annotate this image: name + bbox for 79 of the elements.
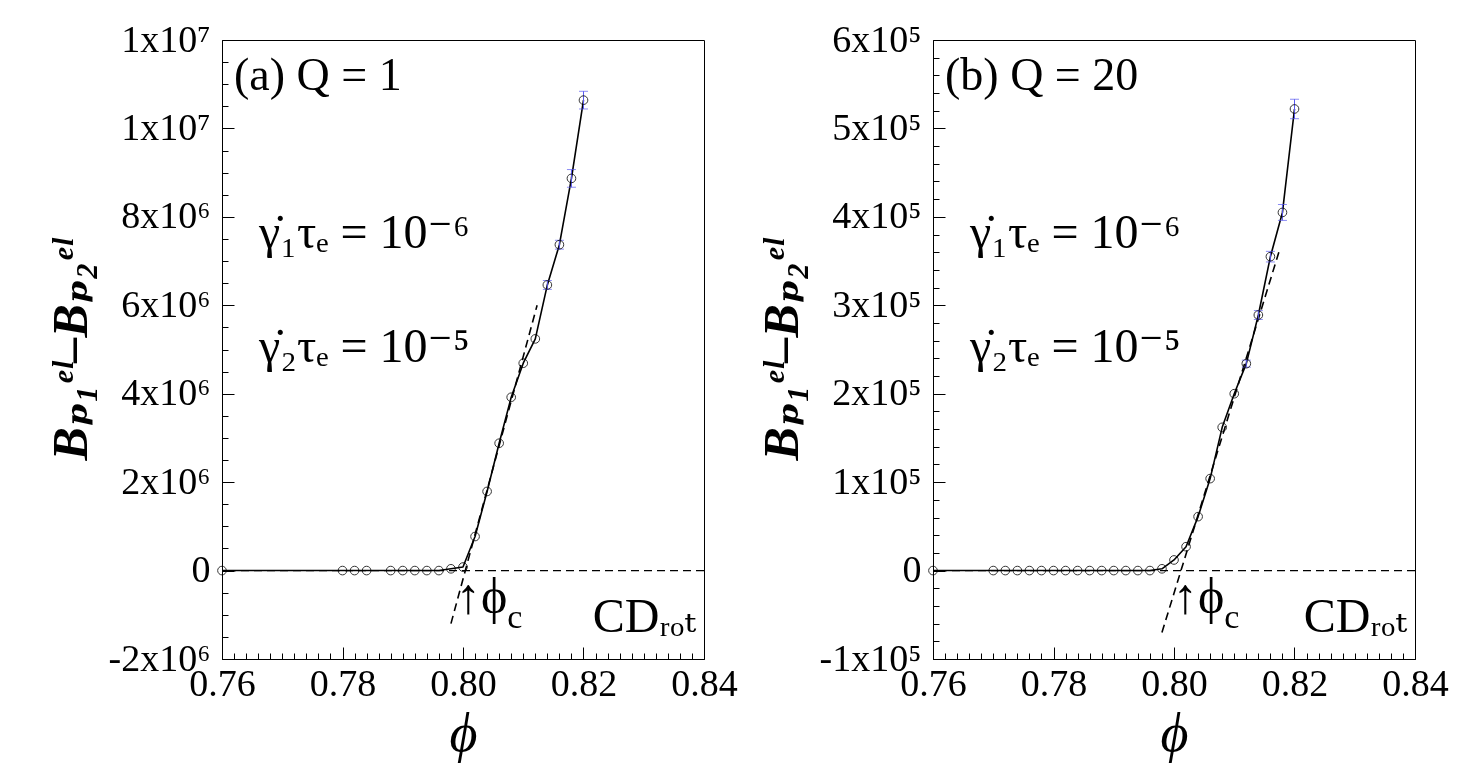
x-tick-label: 0.78 [1020,661,1088,704]
y-tick-label: 8x10⁶ [121,194,211,237]
point [1205,473,1215,484]
point [1048,565,1059,576]
point [458,562,468,572]
y-tick-label: 1x10⁷ [121,17,211,60]
annotation: γ̇₁τₑ = 10⁻⁶ [258,205,470,258]
point [337,565,348,576]
point [482,486,492,497]
y-tick-label: 0 [191,548,211,591]
y-tick-label: 4x10⁶ [121,371,211,414]
point [1072,565,1083,576]
x-tick-label: 0.84 [1382,661,1449,704]
point [506,392,517,403]
point [446,563,456,574]
point [470,531,480,542]
point [1133,565,1143,576]
point [349,565,360,576]
point [1120,565,1131,576]
annotation: CDᵣₒₜ [1303,589,1408,642]
y-tick-label: 2x10⁶ [121,459,211,502]
point [1169,555,1179,565]
chart-title: (a) Q = 1 [234,49,402,100]
point [409,565,420,576]
y-tick-label: 3x10⁵ [832,282,922,325]
annotation: γ̇₂τₑ = 10⁻⁵ [258,319,470,372]
point [1145,565,1155,576]
annotation: γ̇₂τₑ = 10⁻⁵ [969,319,1181,372]
y-axis-title: Bₚ₁ᵉˡ–Bₚ₂ᵉˡ [41,236,98,462]
point [518,358,529,369]
x-tick-label: 0.80 [1141,661,1208,704]
point [530,334,541,344]
point [434,565,444,576]
y-tick-label: 2x10⁵ [832,371,922,414]
point [397,565,408,576]
y-tick-label: 6x10⁵ [832,17,922,60]
annotation: CDᵣₒₜ [592,589,697,642]
y-axis-title: Bₚ₁ᵉˡ–Bₚ₂ᵉˡ [752,236,809,462]
point [1060,565,1071,576]
point [1217,422,1228,433]
point [1193,511,1203,522]
y-tick-label: 6x10⁶ [121,282,211,325]
x-tick-label: 0.82 [550,661,618,704]
x-tick-label: 0.84 [671,661,738,704]
annotation: ↑ϕ$_{c}$ [1173,567,1240,635]
annotation: ↑ϕ$_{c}$ [456,567,523,635]
point [988,565,999,576]
point [578,95,589,105]
point [1036,565,1047,576]
point [385,565,396,576]
point [1096,565,1107,576]
y-tick-label: 4x10⁵ [832,194,922,237]
x-axis-title: ϕ [449,702,478,763]
x-tick-label: 0.78 [309,661,377,704]
point [1229,388,1240,399]
y-tick-label: 0 [902,548,922,591]
point [1012,565,1023,576]
y-tick-label: 1x10⁵ [832,459,922,502]
point [422,565,432,576]
point [494,438,504,449]
point [1108,565,1119,576]
point [566,173,577,184]
point [1181,541,1191,552]
point [1277,207,1288,218]
annotation: γ̇₁τₑ = 10⁻⁶ [969,205,1181,258]
x-tick-label: 0.80 [430,661,497,704]
point [928,565,938,576]
point [1289,104,1300,114]
x-tick-label: 0.82 [1261,661,1329,704]
y-tick-label: 5x10⁵ [832,105,922,148]
x-axis-title: ϕ [1160,702,1189,763]
point [1157,563,1167,574]
point [1000,565,1011,576]
point [361,565,372,576]
point [1084,565,1095,576]
y-tick-label: 1x10⁷ [121,105,211,148]
point [1024,565,1035,576]
chart-title: (b) Q = 20 [945,49,1139,100]
point [217,565,227,576]
